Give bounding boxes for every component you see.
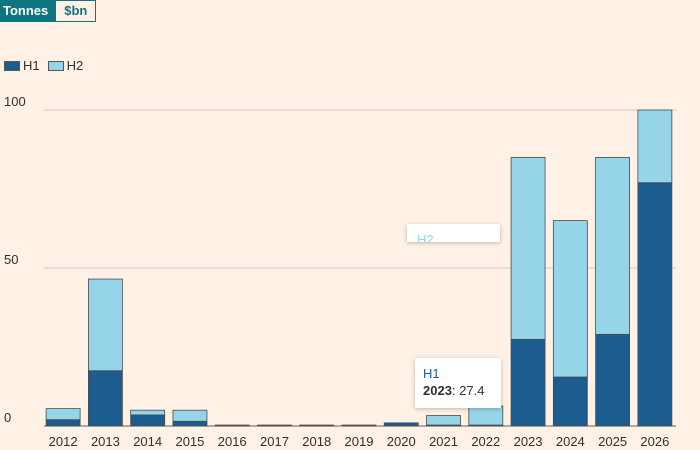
tooltip-h1: H1 2023: 27.4: [415, 358, 501, 408]
x-tick-label: 2015: [175, 434, 204, 449]
bar-h1-2013[interactable]: [88, 370, 123, 427]
x-tick-label: 2014: [133, 434, 162, 449]
tooltip-ghost-series: H2: [417, 232, 434, 242]
bar-h1-2026[interactable]: [637, 182, 673, 427]
x-tick-label: 2023: [514, 434, 543, 449]
bar-h2-2025[interactable]: [595, 156, 630, 335]
unit-toggle: Tonnes $bn: [0, 0, 97, 22]
x-tick-label: 2020: [387, 434, 416, 449]
bar-h1-2019[interactable]: [341, 424, 377, 427]
bar-h1-2012[interactable]: [45, 419, 81, 427]
tooltip-value-line: 2023: 27.4: [423, 383, 485, 398]
bar-h1-2014[interactable]: [130, 414, 166, 427]
legend-label-h2: H2: [66, 58, 84, 73]
x-tick-label: 2019: [345, 434, 374, 449]
bar-h2-2022[interactable]: [468, 405, 504, 426]
legend-label-h1: H1: [23, 58, 40, 73]
x-tick-label: 2017: [260, 434, 289, 449]
bar-h2-2026[interactable]: [637, 109, 673, 184]
bar-h2-2013[interactable]: [88, 278, 123, 372]
bar-h2-2024[interactable]: [552, 220, 588, 378]
tonnes-button[interactable]: Tonnes: [0, 0, 57, 22]
bar-h1-2016[interactable]: [214, 424, 250, 427]
bar-h2-2023[interactable]: [510, 156, 546, 340]
legend-item-h1[interactable]: H1: [4, 58, 40, 73]
bar-h1-2024[interactable]: [552, 376, 588, 427]
bar-h1-2025[interactable]: [595, 333, 630, 427]
bar-h1-2017[interactable]: [257, 424, 292, 427]
bar-h2-2021[interactable]: [426, 415, 461, 426]
tooltip-h2-partial: H2: [407, 224, 500, 242]
tooltip-category: 2023: [423, 383, 452, 398]
y-tick-label: 0: [4, 410, 11, 425]
bar-h2-2015[interactable]: [172, 409, 208, 422]
bar-h1-2015[interactable]: [172, 420, 208, 427]
tooltip-value: 27.4: [459, 383, 485, 398]
bar-h2-2012[interactable]: [45, 408, 81, 421]
x-tick-label: 2013: [91, 434, 120, 449]
x-tick-label: 2026: [640, 434, 669, 449]
y-tick-label: 100: [4, 94, 26, 109]
x-tick-label: 2018: [302, 434, 331, 449]
bar-h1-2018[interactable]: [299, 424, 335, 427]
usd-bn-button[interactable]: $bn: [56, 0, 97, 22]
legend-item-h2[interactable]: H2: [47, 58, 84, 73]
legend-swatch-h1: [4, 60, 20, 71]
bar-h1-2023[interactable]: [510, 339, 546, 427]
x-tick-label: 2016: [218, 434, 247, 449]
x-tick-label: 2025: [598, 434, 627, 449]
x-tick-label: 2022: [471, 434, 500, 449]
bar-h2-2014[interactable]: [130, 409, 166, 416]
chart-legend: H1 H2: [4, 58, 91, 73]
y-tick-label: 50: [4, 252, 18, 267]
x-tick-label: 2024: [556, 434, 585, 449]
tooltip-series: H1: [423, 366, 440, 381]
x-tick-label: 2021: [429, 434, 458, 449]
legend-swatch-h2: [47, 60, 64, 71]
x-tick-label: 2012: [49, 434, 78, 449]
bar-h1-2020[interactable]: [383, 422, 419, 427]
